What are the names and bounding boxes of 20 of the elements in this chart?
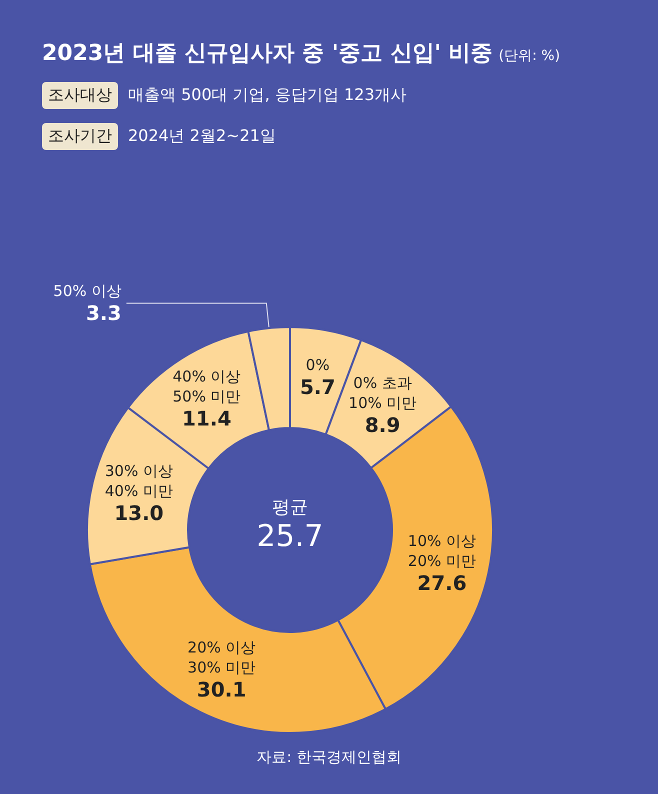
slice-label: 50% 이상 (53, 282, 122, 300)
text: 조사기간 2024년 2월2~21일 (47, 125, 276, 147)
data-label: 5.7 (300, 374, 336, 399)
data-label: 30.1 (196, 678, 246, 702)
text: 조사대상 매출액 500대 기업, 응답기업 123개사 (47, 84, 407, 106)
chart-title: 2023년 대졸 신규입사자 중 '중고 신입' 비중 (42, 41, 493, 66)
data-label: 8.9 (364, 413, 400, 438)
data-label: 27.6 (417, 570, 467, 595)
slice-label: 20% 이상 30% 미만 (188, 638, 256, 677)
text: 평균 25.7 (256, 496, 324, 554)
text: 자료: 한국경제인협회 (256, 748, 402, 767)
slice-label: 0% 초과 10% 미만 (348, 374, 417, 412)
data-label: 11.4 (182, 406, 232, 431)
slice-label: 0% (306, 356, 330, 374)
data-label: 13.0 (114, 501, 164, 526)
text: (단위: %) (498, 48, 560, 64)
slice-label: 40% 이상 50% 미만 (172, 368, 241, 406)
slice-label: 30% 이상 40% 미만 (104, 462, 173, 500)
data-label: 3.3 (86, 301, 122, 326)
slice-label: 10% 이상 20% 미만 (408, 532, 476, 570)
